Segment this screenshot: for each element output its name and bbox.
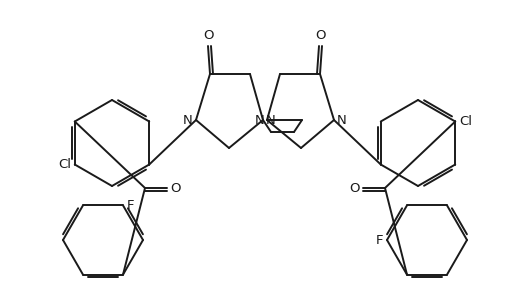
Text: F: F (127, 199, 135, 212)
Text: O: O (316, 29, 326, 42)
Text: O: O (349, 183, 360, 196)
Text: N: N (254, 114, 264, 127)
Text: N: N (337, 114, 347, 127)
Text: Cl: Cl (459, 115, 472, 128)
Text: N: N (266, 114, 276, 127)
Text: N: N (183, 114, 193, 127)
Text: F: F (375, 234, 383, 247)
Text: Cl: Cl (58, 158, 71, 171)
Text: O: O (204, 29, 214, 42)
Text: O: O (170, 183, 181, 196)
